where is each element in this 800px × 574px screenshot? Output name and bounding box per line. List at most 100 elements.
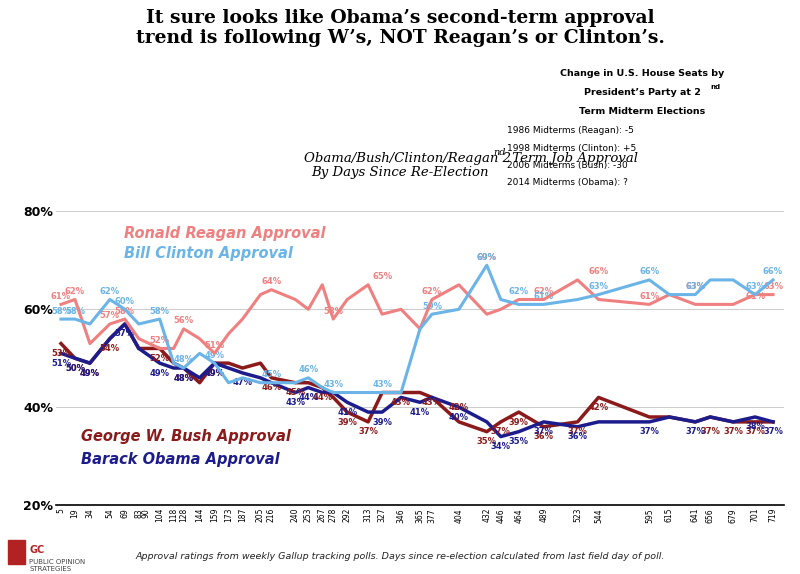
Text: 56%: 56% [174, 316, 194, 325]
Text: 38%: 38% [745, 422, 765, 432]
Text: 61%: 61% [745, 292, 765, 301]
Text: 58%: 58% [150, 307, 170, 316]
Text: 43%: 43% [372, 380, 392, 389]
Text: 48%: 48% [174, 374, 194, 382]
Text: 69%: 69% [477, 253, 497, 262]
Text: 65%: 65% [372, 272, 392, 281]
Text: 37%: 37% [639, 428, 659, 436]
Text: 50%: 50% [65, 364, 85, 373]
Text: 45%: 45% [262, 370, 282, 379]
Text: 58%: 58% [65, 307, 85, 316]
Text: 57%: 57% [115, 329, 135, 339]
Text: 51%: 51% [205, 341, 225, 350]
Text: Change in U.S. House Seats by: Change in U.S. House Seats by [560, 69, 724, 79]
Text: 66%: 66% [589, 267, 609, 276]
Text: Approval ratings from weekly Gallup tracking polls. Days since re-election calcu: Approval ratings from weekly Gallup trac… [135, 552, 665, 561]
Text: 53%: 53% [51, 349, 71, 358]
Text: 61%: 61% [534, 292, 554, 301]
Text: 44%: 44% [298, 393, 318, 402]
Text: 63%: 63% [745, 282, 765, 291]
Text: 47%: 47% [233, 378, 253, 387]
Text: 59%: 59% [422, 301, 442, 311]
Text: 63%: 63% [686, 282, 706, 291]
Text: 48%: 48% [174, 355, 194, 364]
Text: 36%: 36% [567, 432, 587, 441]
Text: Barack Obama Approval: Barack Obama Approval [81, 452, 279, 467]
Text: 39%: 39% [509, 418, 529, 426]
Text: 49%: 49% [80, 369, 100, 378]
Text: 43%: 43% [323, 380, 343, 389]
Text: Term Job Approval: Term Job Approval [508, 152, 638, 165]
Text: 40%: 40% [449, 413, 469, 422]
Text: 49%: 49% [80, 369, 100, 378]
Text: 44%: 44% [312, 393, 332, 402]
Text: 43%: 43% [422, 398, 442, 407]
Text: 46%: 46% [298, 365, 318, 374]
Text: 37%: 37% [358, 428, 378, 436]
Text: 58%: 58% [323, 307, 343, 316]
Text: 62%: 62% [65, 287, 85, 296]
Bar [8, 540, 26, 564]
Text: 63%: 63% [763, 282, 783, 291]
Text: 1998 Midterms (Clinton): +5: 1998 Midterms (Clinton): +5 [507, 144, 636, 153]
Text: 49%: 49% [205, 351, 225, 359]
Text: 69%: 69% [477, 253, 497, 262]
Text: 54%: 54% [100, 344, 120, 353]
Text: 62%: 62% [534, 287, 554, 296]
Text: 41%: 41% [410, 408, 430, 417]
Text: 37%: 37% [763, 428, 783, 436]
Text: 46%: 46% [262, 383, 282, 392]
Text: PUBLIC OPINION
STRATEGIES: PUBLIC OPINION STRATEGIES [29, 559, 86, 572]
Text: 57%: 57% [100, 312, 120, 320]
Text: 62%: 62% [422, 287, 442, 296]
Text: nd: nd [710, 84, 721, 90]
Text: 42%: 42% [589, 403, 609, 412]
Text: Ronald Reagan Approval: Ronald Reagan Approval [124, 226, 326, 241]
Text: 37%: 37% [700, 428, 720, 436]
Text: nd: nd [494, 148, 506, 157]
Text: 62%: 62% [509, 287, 529, 296]
Text: GC: GC [29, 545, 44, 554]
Text: 48%: 48% [174, 374, 194, 382]
Text: 63%: 63% [589, 282, 609, 291]
Text: 39%: 39% [372, 418, 392, 426]
Text: 61%: 61% [639, 292, 659, 301]
Text: 43%: 43% [391, 398, 411, 407]
Text: Obama/Bush/Clinton/Reagan 2: Obama/Bush/Clinton/Reagan 2 [304, 152, 511, 165]
Text: 51%: 51% [51, 359, 71, 368]
Text: 37%: 37% [686, 428, 705, 436]
Text: 37%: 37% [745, 428, 765, 436]
Text: 36%: 36% [534, 432, 554, 441]
Text: 62%: 62% [100, 287, 120, 296]
Text: 45%: 45% [286, 388, 306, 397]
Text: 52%: 52% [150, 354, 170, 363]
Text: 66%: 66% [639, 267, 659, 276]
Text: 61%: 61% [51, 292, 71, 301]
Text: It sure looks like Obama’s second-term approval
trend is following W’s, NOT Reag: It sure looks like Obama’s second-term a… [135, 9, 665, 48]
Text: 49%: 49% [205, 369, 225, 378]
Text: 2014 Midterms (Obama): ?: 2014 Midterms (Obama): ? [507, 179, 628, 188]
Text: Bill Clinton Approval: Bill Clinton Approval [124, 246, 293, 261]
Text: 63%: 63% [686, 282, 706, 291]
Text: 58%: 58% [51, 307, 71, 316]
Text: 66%: 66% [763, 267, 783, 276]
Text: 37%: 37% [491, 428, 510, 436]
Text: 42%: 42% [449, 403, 469, 412]
Text: 35%: 35% [477, 437, 497, 446]
Text: 37%: 37% [534, 428, 554, 436]
Text: 60%: 60% [115, 297, 135, 306]
Text: 52%: 52% [150, 336, 170, 345]
Text: 35%: 35% [509, 437, 529, 446]
Text: 37%: 37% [723, 428, 743, 436]
Text: 39%: 39% [338, 418, 357, 426]
Text: 49%: 49% [150, 369, 170, 378]
Text: 58%: 58% [115, 307, 135, 316]
Text: 37%: 37% [568, 428, 587, 436]
Text: 64%: 64% [262, 277, 282, 286]
Text: Term Midterm Elections: Term Midterm Elections [579, 107, 705, 117]
Text: George W. Bush Approval: George W. Bush Approval [81, 429, 291, 444]
Text: 1986 Midterms (Reagan): -5: 1986 Midterms (Reagan): -5 [507, 126, 634, 135]
Text: 49%: 49% [205, 369, 225, 378]
Text: 2006 Midterms (Bush): -30: 2006 Midterms (Bush): -30 [507, 161, 628, 170]
Text: 34%: 34% [490, 442, 510, 451]
